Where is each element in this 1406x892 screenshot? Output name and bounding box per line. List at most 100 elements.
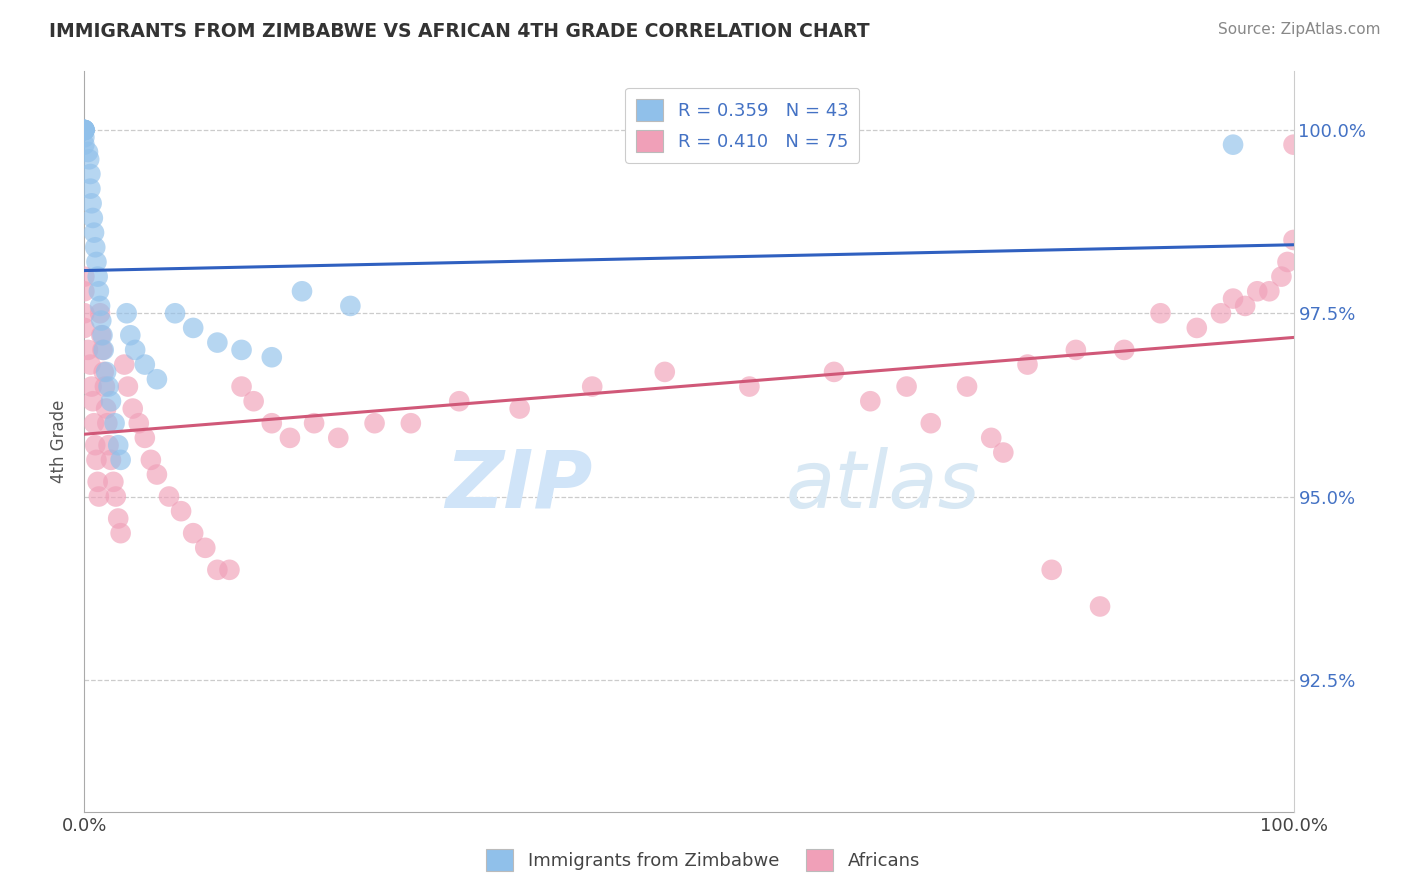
Point [1209,306,1232,320]
Text: Source: ZipAtlas.com: Source: ZipAtlas.com [1218,22,1381,37]
Point [399,416,422,430]
Point [87,285,110,299]
Point [509,401,531,416]
Point [302,416,325,430]
Point [165,306,187,320]
Point [77,153,100,167]
Point [93,343,115,357]
Point [91,328,114,343]
Point [84,240,107,254]
Point [328,431,350,445]
Point [260,416,283,430]
Point [956,379,979,393]
Point [94,379,117,393]
Point [146,467,169,482]
Y-axis label: 4th Grade: 4th Grade [51,400,69,483]
Point [107,438,129,452]
Point [1149,306,1171,320]
Point [1282,137,1305,152]
Point [73,123,96,137]
Point [980,431,1002,445]
Point [86,255,108,269]
Point [121,401,143,416]
Point [242,394,264,409]
Point [120,328,142,343]
Legend: Immigrants from Zimbabwe, Africans: Immigrants from Zimbabwe, Africans [479,842,927,879]
Point [194,541,217,555]
Point [93,365,115,379]
Point [260,350,283,364]
Point [77,145,100,159]
Point [207,563,229,577]
Point [73,285,96,299]
Point [115,306,138,320]
Point [86,269,108,284]
Point [97,379,120,393]
Point [86,475,108,489]
Point [89,306,111,320]
Point [79,358,101,372]
Point [181,321,204,335]
Point [1114,343,1136,357]
Point [96,416,118,430]
Point [79,167,101,181]
Text: ZIP: ZIP [444,447,592,525]
Point [1040,563,1063,577]
Point [73,130,96,145]
Point [738,379,761,393]
Point [449,394,471,409]
Point [207,335,229,350]
Point [1234,299,1257,313]
Point [82,211,104,225]
Point [82,394,104,409]
Point [124,343,146,357]
Point [363,416,385,430]
Point [79,181,101,195]
Point [73,306,96,320]
Point [104,490,127,504]
Point [104,416,127,430]
Point [170,504,193,518]
Point [1277,255,1299,269]
Point [231,343,253,357]
Point [94,365,117,379]
Point [1270,269,1292,284]
Point [859,394,882,409]
Point [993,445,1015,459]
Point [94,401,117,416]
Point [134,431,156,445]
Point [83,416,105,430]
Point [1258,285,1281,299]
Point [73,123,96,137]
Point [128,416,150,430]
Point [87,490,110,504]
Point [920,416,942,430]
Point [291,285,314,299]
Point [73,321,96,335]
Point [73,123,96,137]
Point [103,475,125,489]
Point [1088,599,1111,614]
Point [231,379,253,393]
Point [1017,358,1039,372]
Point [110,453,132,467]
Point [1222,137,1244,152]
Point [278,431,301,445]
Point [80,379,103,393]
Point [654,365,676,379]
Point [100,394,122,409]
Point [86,453,108,467]
Point [89,299,111,313]
Point [80,196,103,211]
Point [1222,292,1244,306]
Point [1185,321,1208,335]
Point [107,511,129,525]
Point [112,358,135,372]
Point [90,313,112,327]
Point [1246,285,1268,299]
Legend: R = 0.359   N = 43, R = 0.410   N = 75: R = 0.359 N = 43, R = 0.410 N = 75 [626,87,859,162]
Point [100,453,122,467]
Point [1064,343,1087,357]
Point [73,269,96,284]
Point [1282,233,1305,247]
